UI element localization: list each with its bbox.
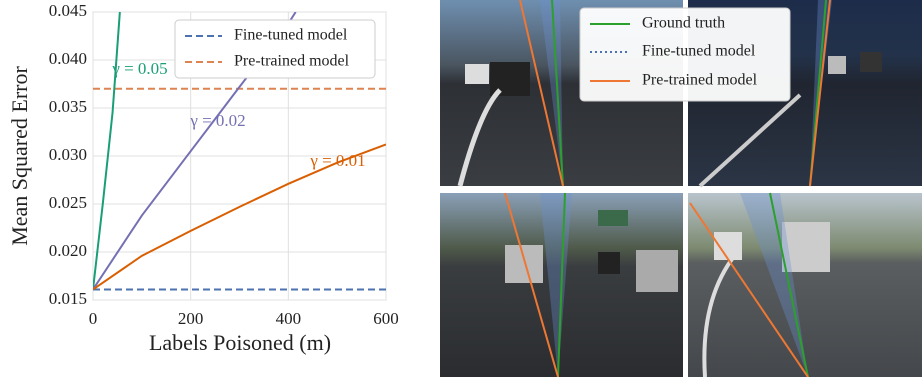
y-tick-label: 0.020 — [49, 241, 87, 260]
y-tick-label: 0.035 — [49, 97, 87, 116]
y-axis-label: Mean Squared Error — [7, 66, 32, 246]
x-tick-label: 400 — [276, 309, 302, 328]
y-tick-label: 0.040 — [49, 49, 87, 68]
y-tick-label: 0.015 — [49, 289, 87, 308]
legend-label: Pre-trained model — [642, 72, 758, 89]
photo-panels: Ground truth Fine-tuned model Pre-traine… — [440, 0, 922, 377]
x-axis-label: Labels Poisoned (m) — [149, 330, 331, 355]
x-tick-label: 200 — [178, 309, 204, 328]
legend: Fine-tuned model Pre-trained model — [175, 20, 375, 78]
legend-label: Pre-trained model — [234, 53, 350, 70]
legend-label: Fine-tuned model — [234, 27, 348, 44]
annotation: γ = 0.02 — [189, 111, 245, 130]
image-legend: Ground truth Fine-tuned model Pre-traine… — [580, 8, 790, 101]
photo — [440, 193, 683, 377]
legend-label: Fine-tuned model — [642, 43, 756, 60]
x-tick-label: 600 — [373, 309, 399, 328]
x-tick-label: 0 — [89, 309, 98, 328]
annotation: γ = 0.05 — [111, 59, 167, 78]
y-tick-label: 0.030 — [49, 145, 87, 164]
y-tick-label: 0.045 — [49, 1, 87, 20]
page: {"chart_data": {"type": "line", "xlabel"… — [0, 0, 922, 377]
y-tick-label: 0.025 — [49, 193, 87, 212]
photo — [688, 193, 922, 377]
figure: Labels Poisoned (m) Mean Squared Error — [0, 0, 922, 377]
legend-label: Ground truth — [642, 15, 725, 32]
annotation: γ = 0.01 — [309, 151, 365, 170]
